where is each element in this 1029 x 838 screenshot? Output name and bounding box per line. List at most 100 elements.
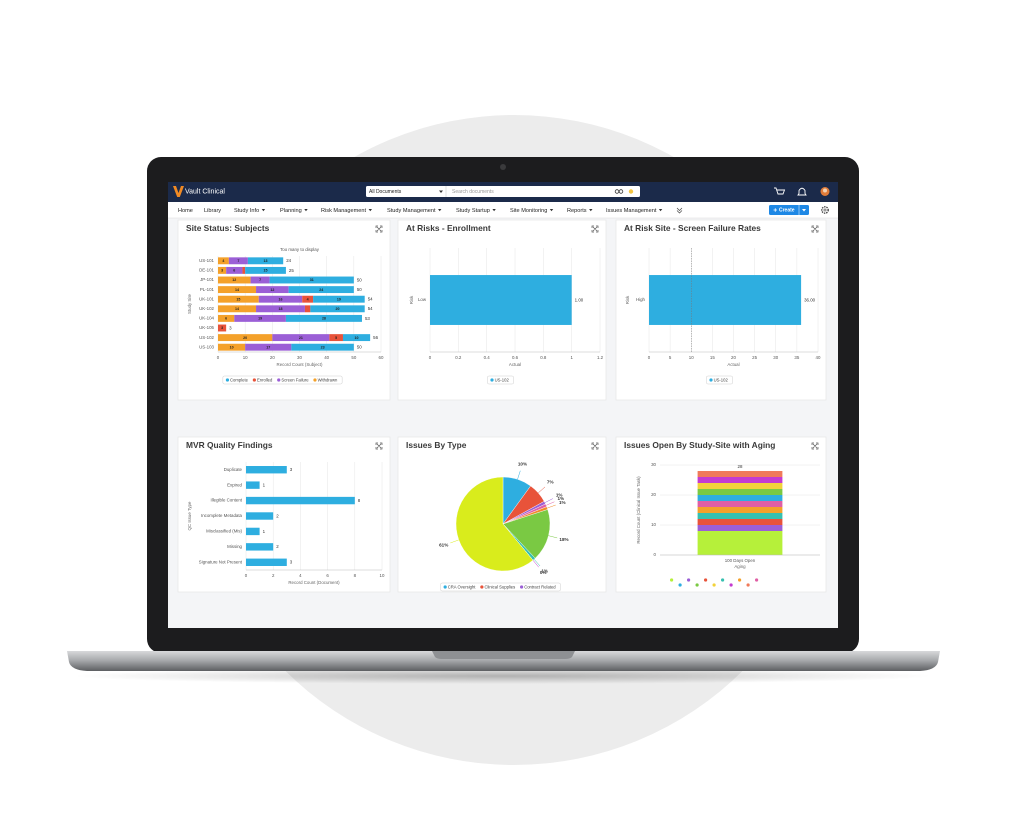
x-tick-label: 0.4 [484, 355, 491, 360]
legend-swatch [709, 378, 713, 382]
bar [256, 286, 289, 294]
x-tick-label: 0.2 [455, 355, 462, 360]
bar [258, 295, 303, 303]
legend: US-102 [487, 375, 514, 385]
expand-icon[interactable] [375, 442, 383, 450]
expand-icon[interactable] [811, 442, 819, 450]
bar [313, 295, 365, 303]
segment-label: 23 [321, 345, 325, 349]
total-label: 54 [368, 306, 373, 311]
total-label: 54 [368, 297, 373, 302]
nav-item[interactable]: Reports [567, 208, 587, 214]
nav-caret [304, 209, 308, 212]
expand-icon[interactable] [591, 225, 599, 233]
logo-mark [173, 186, 184, 197]
x-tick-label: 30 [297, 355, 302, 360]
slice-label: 61% [439, 543, 448, 548]
legend: US-102 [706, 375, 733, 385]
nav-item[interactable]: Risk Management [321, 208, 367, 214]
leader-line [548, 535, 558, 539]
y-tick-label: High [636, 297, 646, 302]
legend-swatch [687, 578, 691, 582]
bar [272, 334, 330, 342]
segment-label: 17 [266, 345, 270, 349]
nav-item[interactable]: Study Startup [456, 208, 490, 214]
segment-label: 13 [264, 259, 268, 263]
search-box[interactable] [366, 186, 640, 197]
nav-items: Home Library Study Info Planning Risk Manage… [178, 208, 663, 214]
bar [697, 483, 783, 489]
legend-swatch [670, 578, 674, 582]
y-axis-title: Risk [625, 295, 630, 304]
segment-label: 18 [278, 307, 282, 311]
nav-item[interactable]: Study Management [387, 208, 436, 214]
expand-icon[interactable] [811, 225, 819, 233]
bar [302, 295, 314, 303]
slice-label: 18% [559, 537, 568, 542]
x-tick-label: 0.8 [540, 355, 547, 360]
legend-frame [487, 375, 514, 385]
leader-line [517, 470, 521, 480]
panel-title: Issues Open By Study-Site with Aging [624, 440, 775, 450]
panel: At Risks - Enrollment 0 0.2 0.4 0.6 0.8 1 1.2 Ac… [397, 219, 607, 401]
total-label: 28 [738, 464, 743, 469]
panel: Issues Open By Study-Site with Aging 0 10 2… [615, 436, 827, 593]
create-label[interactable]: Create [779, 208, 795, 214]
search-placeholder[interactable]: Search documents [452, 189, 494, 195]
x-axis-title: Aging [734, 564, 746, 569]
value-label: 8 [358, 498, 361, 503]
binoculars-icon[interactable] [614, 189, 620, 194]
total-label: 3 [229, 325, 232, 330]
legend-swatch [695, 583, 699, 587]
bar [246, 466, 287, 474]
bar [269, 276, 354, 284]
nav-item[interactable]: Home [178, 208, 193, 214]
y-tick-label: 20 [651, 492, 656, 497]
nav-item[interactable]: Planning [280, 208, 302, 214]
search-go[interactable] [628, 189, 634, 194]
expand-icon[interactable] [591, 442, 599, 450]
leader-line [533, 559, 541, 567]
x-tick-label: 5 [669, 355, 672, 360]
bar [430, 275, 572, 325]
bar [697, 525, 783, 531]
panel: At Risk Site - Screen Failure Rates 0 5 10 1… [615, 219, 827, 401]
cart-icon[interactable] [774, 187, 786, 195]
nav-caret [261, 209, 266, 212]
nav-item[interactable]: Library [204, 208, 221, 214]
logo-text: Vault Clinical [185, 188, 225, 195]
legend-swatch [480, 585, 484, 589]
y-tick-label: 10 [651, 522, 656, 527]
legend-label: CRA Oversight [448, 584, 477, 589]
search-scope[interactable]: All Documents [369, 189, 402, 195]
chart-subtitle: Too many to display [280, 247, 320, 252]
x-tick-label: 6 [326, 573, 329, 578]
bar [218, 276, 251, 284]
y-tick-label: UK-101 [199, 296, 214, 301]
legend-swatch [721, 578, 725, 582]
y-tick-label: Incomplete Metadata [201, 513, 243, 518]
nav-item[interactable]: Issues Management [606, 208, 657, 214]
bell-icon[interactable] [797, 187, 807, 196]
nav-item[interactable]: Study Info [234, 208, 259, 214]
nav-item[interactable]: Site Monitoring [510, 208, 547, 214]
value-label: 1.00 [575, 297, 584, 302]
more-menu[interactable] [676, 207, 683, 214]
panel-title: At Risk Site - Screen Failure Rates [624, 223, 761, 233]
bar [697, 513, 783, 519]
total-label: 24 [286, 258, 291, 263]
legend-label: Enrolled [257, 377, 273, 382]
bar [697, 477, 783, 483]
panel: MVR Quality Findings 0 2 4 6 8 10 Record Count … [177, 436, 391, 593]
total-label: 50 [357, 287, 362, 292]
base-notch [432, 651, 575, 659]
x-tick-label: 0.6 [512, 355, 519, 360]
expand-icon[interactable] [375, 225, 383, 233]
y-tick-label: Missing [227, 544, 242, 549]
y-tick-label: Duplicate [224, 467, 243, 472]
nav-caret [658, 209, 663, 212]
create-plus [773, 208, 777, 212]
x-tick-label: 0 [217, 355, 220, 360]
settings-icon[interactable] [821, 206, 829, 214]
